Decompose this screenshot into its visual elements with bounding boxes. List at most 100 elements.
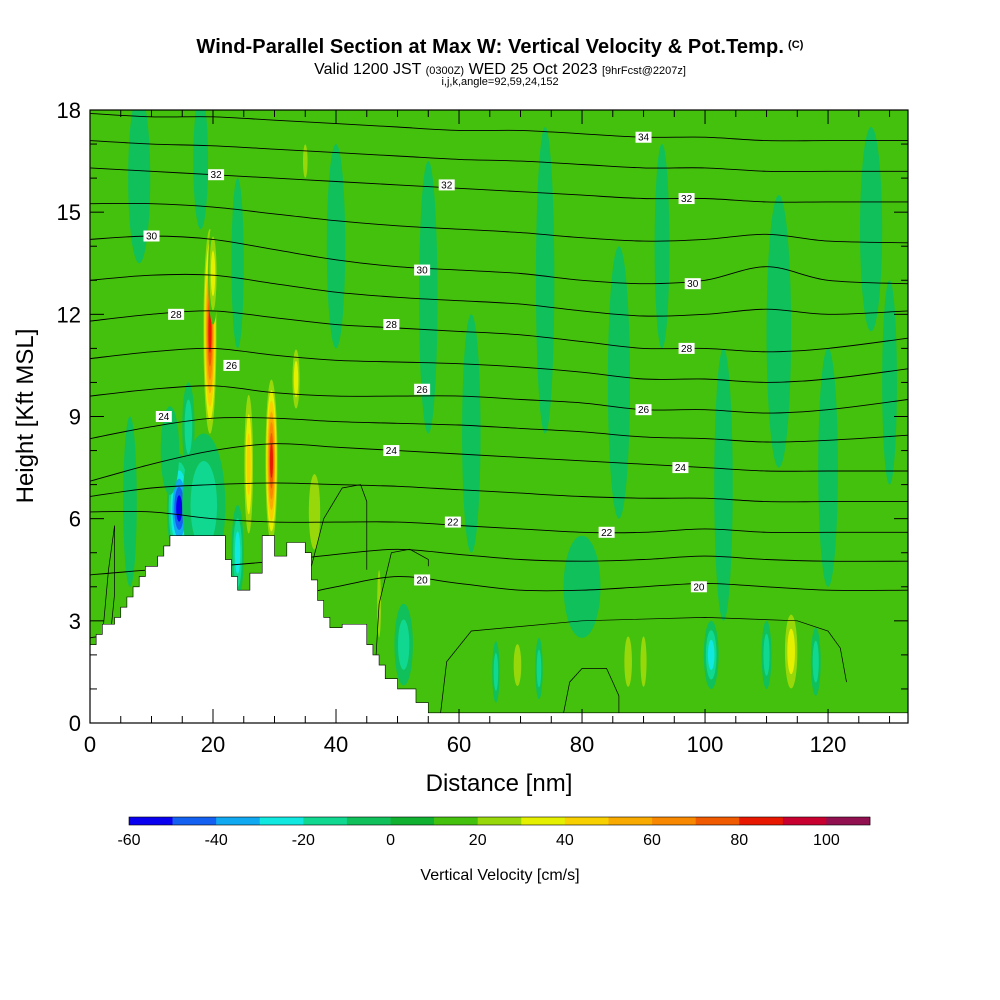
w-band (193, 110, 209, 230)
colorbar-tick-label: -60 (117, 832, 140, 849)
contour-label-text: 32 (441, 180, 453, 191)
w-cell (563, 535, 601, 638)
w-cell (305, 450, 324, 574)
colorbar-swatch (608, 817, 653, 825)
theta-contour-label: 28 (678, 342, 695, 355)
contour-label-box (444, 516, 461, 528)
colorbar-tick-label: 20 (469, 832, 487, 849)
w-cell (151, 477, 164, 574)
y-tick-label: 15 (57, 200, 81, 225)
w-band (766, 195, 792, 468)
colorbar-tick-label: 100 (813, 832, 840, 849)
colorbar-swatch (129, 817, 173, 825)
x-tick-label: 20 (201, 732, 225, 757)
w-band (513, 644, 522, 687)
x-tick-label: 0 (84, 732, 96, 757)
w-band (462, 314, 481, 553)
theta-contour-label: 32 (438, 179, 455, 191)
x-axis-label: Distance [nm] (426, 770, 573, 797)
x-tick-label: 80 (570, 732, 594, 757)
contour-label-text: 32 (211, 170, 223, 181)
contour-label-box (414, 383, 431, 395)
w-band (681, 627, 692, 696)
colorbar: -60 -40 -20 0 20 40 60 80 100 (117, 816, 871, 849)
colorbar-swatch (172, 817, 217, 825)
w-band (640, 636, 647, 687)
y-tick-label: 18 (57, 98, 81, 123)
w-cell (193, 110, 209, 230)
w-cell (231, 178, 244, 349)
x-tick-label: 60 (447, 732, 471, 757)
w-cell (818, 348, 838, 587)
y-axis-label: Height [Kft MSL] (12, 329, 39, 504)
contour-label-box (690, 581, 707, 593)
contour-label-box (684, 278, 701, 290)
theta-contour-label: 24 (155, 411, 172, 423)
valid-prefix: Valid 1200 JST (314, 61, 422, 78)
w-cell (737, 627, 747, 696)
terrain (90, 535, 908, 723)
colorbar-swatch (434, 817, 479, 825)
colorbar-tick-label: -20 (292, 832, 315, 849)
w-cell (882, 280, 897, 485)
colorbar-swatch (782, 817, 827, 825)
w-cell (766, 195, 792, 468)
w-contour-line (440, 617, 847, 713)
contour-label-box (438, 179, 455, 191)
w-cell (264, 368, 279, 553)
theta-contour-label: 22 (444, 516, 461, 529)
contour-label-box (143, 230, 160, 242)
contour-label-box (155, 411, 172, 422)
theta-contour-line (90, 202, 908, 244)
colorbar-swatch (564, 817, 609, 825)
w-band (190, 461, 218, 550)
colorbar-swatch (390, 817, 435, 825)
valid-date: WED 25 Oct 2023 (468, 61, 598, 78)
w-cell (182, 382, 195, 471)
w-band (895, 603, 908, 672)
theta-contour-line (90, 510, 908, 534)
w-cell (511, 631, 524, 700)
colorbar-tick-label: 80 (730, 832, 748, 849)
w-band (269, 443, 273, 478)
grid-params: i,j,k,angle=92,59,24,152 (441, 76, 559, 88)
y-tick-label: 0 (69, 711, 81, 736)
w-cell (123, 416, 137, 587)
w-band (302, 144, 308, 178)
colorbar-swatch (303, 817, 348, 825)
theta-contour-label: 30 (684, 278, 701, 290)
w-band (707, 639, 715, 671)
theta-contour-label: 26 (635, 404, 652, 416)
x-tick-label: 40 (324, 732, 348, 757)
w-band (536, 649, 542, 688)
w-cell (394, 603, 413, 686)
w-cell (654, 144, 670, 349)
y-tick-label: 3 (69, 609, 81, 634)
colorbar-tick-label: 40 (556, 832, 574, 849)
contour-label-box (383, 445, 400, 457)
w-band (397, 619, 410, 670)
w-cell (535, 127, 555, 434)
contour-label-box (414, 574, 431, 586)
w-band (210, 250, 216, 297)
contour-label-text: 26 (226, 361, 238, 372)
colorbar-swatch (652, 817, 696, 825)
w-band (184, 399, 193, 454)
theta-contour-line (90, 235, 908, 285)
theta-contour-line (90, 443, 908, 482)
contour-label-box (635, 404, 652, 416)
theta-contour-label: 26 (223, 359, 240, 372)
contour-label-box (223, 359, 240, 371)
chart-subtitle: Valid 1200 JST (0300Z) WED 25 Oct 2023 [… (0, 61, 1000, 79)
contour-label-box (383, 319, 400, 331)
contour-label-text: 30 (146, 232, 158, 243)
w-cell (895, 603, 908, 672)
theta-contour-label: 28 (168, 308, 185, 321)
theta-contour-label: 30 (414, 264, 431, 277)
w-band (714, 348, 733, 621)
contour-label-text: 28 (386, 320, 398, 331)
colorbar-frame (128, 816, 871, 826)
w-band (176, 495, 183, 522)
valid-zulu: (0300Z) (425, 65, 465, 77)
w-band (787, 628, 795, 675)
